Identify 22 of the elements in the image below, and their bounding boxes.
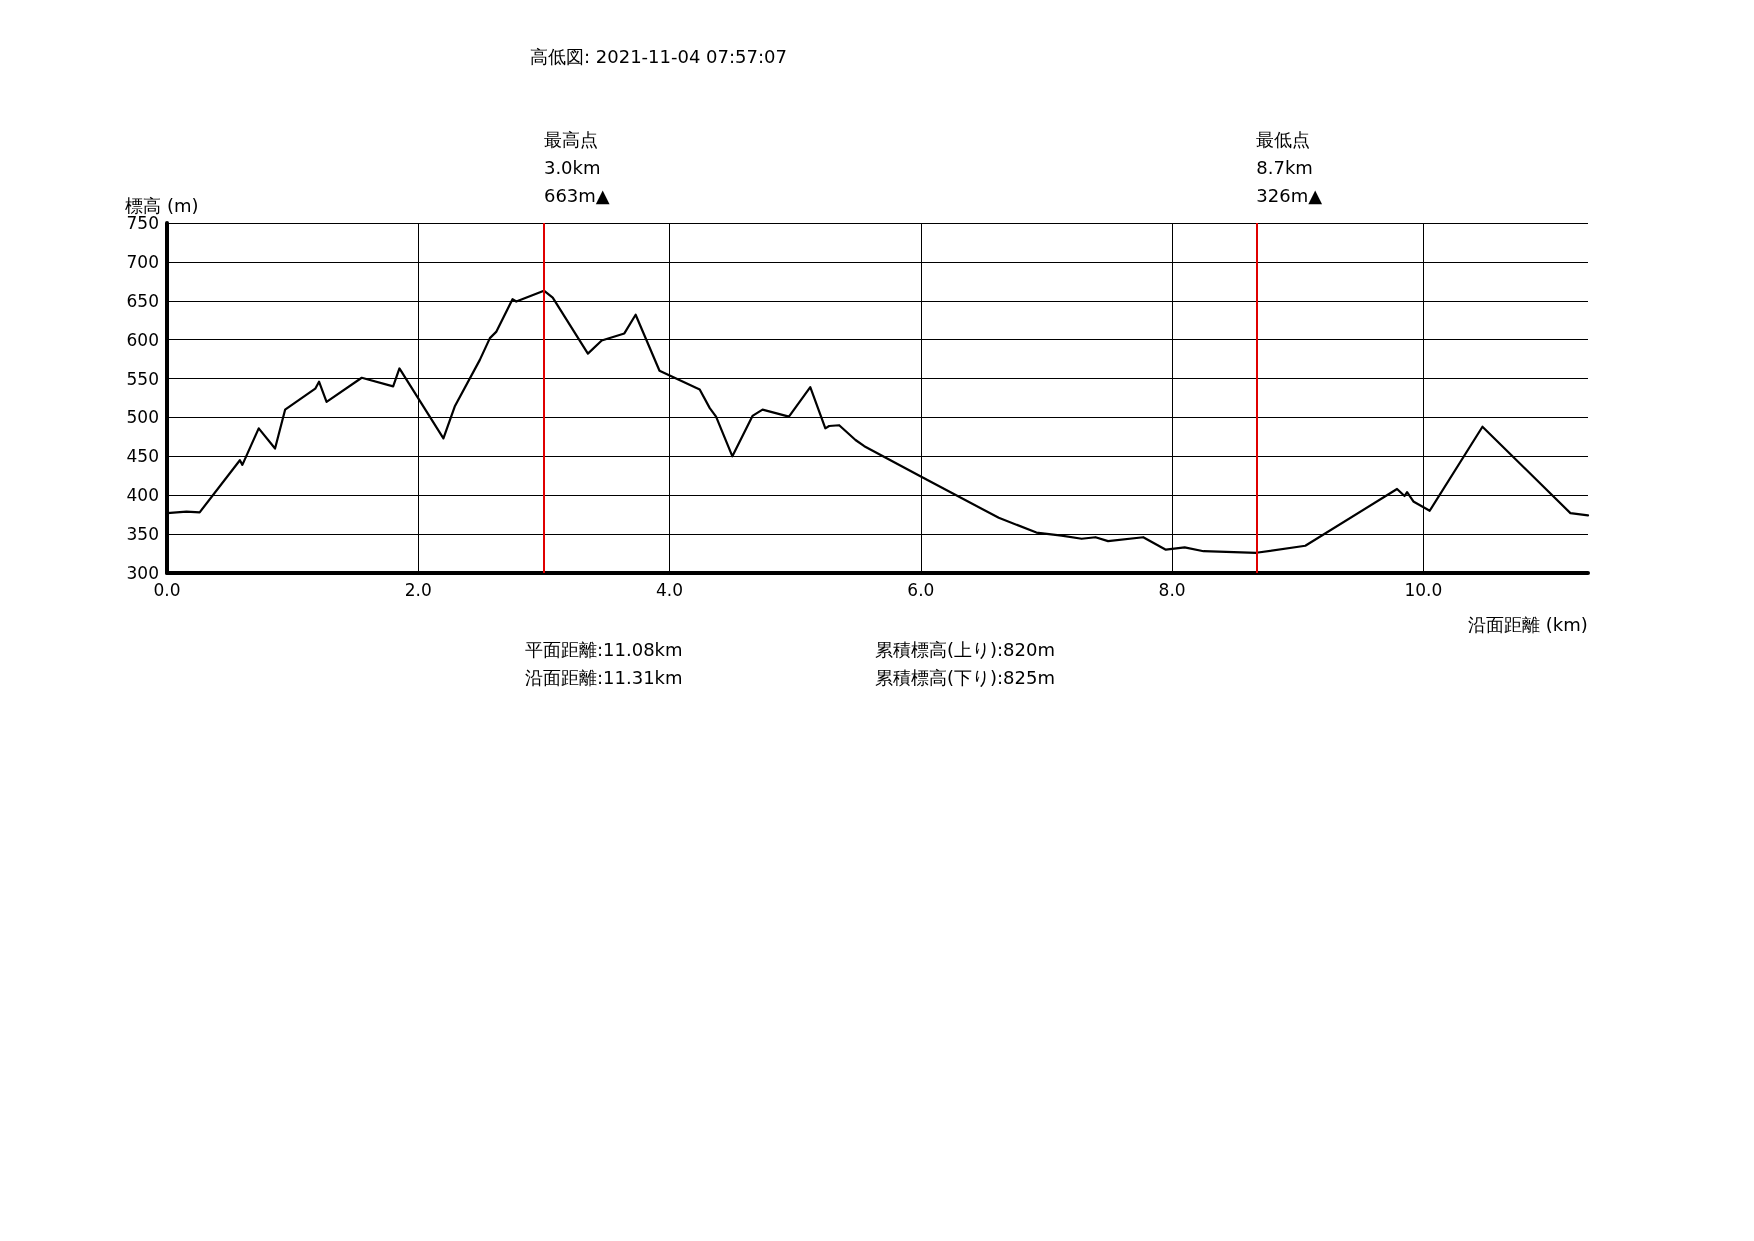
- y-tick-label: 500: [126, 407, 159, 428]
- y-tick-label: 600: [126, 329, 159, 350]
- x-axis-title: 沿面距離 (km): [1468, 613, 1588, 635]
- x-tick-label: 2.0: [404, 579, 432, 600]
- y-tick-label: 550: [126, 368, 159, 389]
- text: 平面距離:11.08km: [525, 638, 683, 660]
- ref-line-label: 最低点 8.7km 326m▲: [1256, 128, 1323, 206]
- y-tick-label: 700: [126, 251, 159, 272]
- text: 沿面距離:11.31km: [525, 666, 683, 688]
- x-tick-label: 4.0: [656, 579, 684, 600]
- chart-title: 高低図: 2021-11-04 07:57:07: [530, 45, 787, 67]
- y-tick-label: 400: [126, 485, 159, 506]
- y-tick-label: 450: [126, 446, 159, 467]
- text: 累積標高(上り):820m: [875, 638, 1055, 660]
- x-tick-label: 10.0: [1404, 579, 1443, 600]
- x-tick-label: 8.0: [1158, 579, 1186, 600]
- y-tick-label: 650: [126, 290, 159, 311]
- y-axis-title: 標高 (m): [125, 195, 199, 217]
- y-tick-label: 350: [126, 524, 159, 545]
- text: 累積標高(下り):825m: [875, 666, 1055, 688]
- x-tick-label: 6.0: [907, 579, 935, 600]
- ref-line-label: 最高点 3.0km 663m▲: [543, 128, 610, 206]
